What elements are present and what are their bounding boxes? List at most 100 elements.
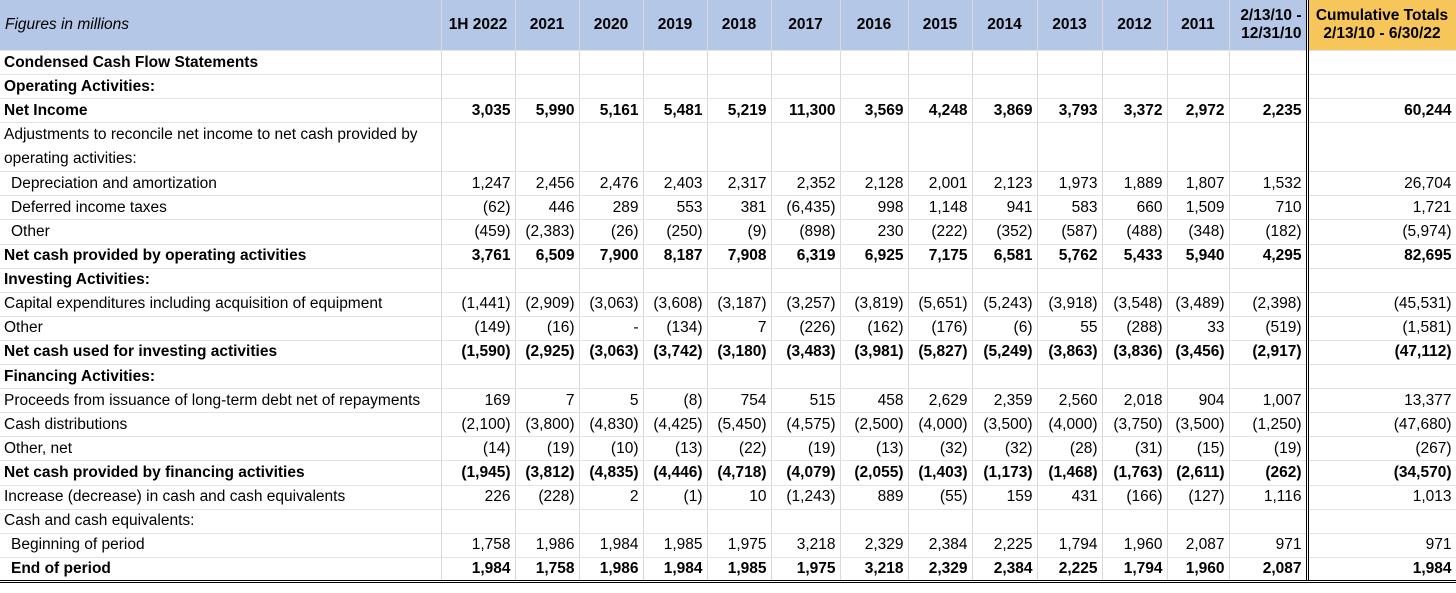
cumulative-line1: Cumulative Totals	[1315, 7, 1449, 24]
table-row: Other (149) (16) - (134) 7 (226) (162) (176) (6) 5…	[0, 316, 1456, 341]
row-label: Proceeds from issuance of long-term debt…	[0, 388, 442, 414]
value-cell: 2,476	[579, 171, 644, 197]
cumulative-cell: 971	[1305, 533, 1456, 558]
value-cell	[1167, 364, 1230, 390]
cumulative-cell	[1305, 509, 1456, 534]
value-cell	[515, 122, 580, 173]
value-cell: (1,468)	[1037, 460, 1103, 486]
value-cell: (127)	[1167, 485, 1230, 510]
value-cell	[908, 509, 973, 534]
value-cell	[771, 50, 841, 76]
value-cell	[643, 50, 708, 76]
value-cell: (3,180)	[707, 339, 772, 366]
cumulative-cell: 1,984	[1305, 556, 1456, 583]
value-cell: 381	[707, 195, 772, 221]
year-header: 2017	[771, 0, 841, 51]
value-cell: 2,560	[1037, 388, 1103, 414]
value-cell	[643, 509, 708, 534]
value-cell: (3,500)	[1167, 412, 1230, 438]
value-cell: (2,398)	[1229, 292, 1308, 317]
value-cell: 1,794	[1102, 556, 1168, 583]
value-cell: 2,235	[1229, 98, 1308, 124]
value-cell: (13)	[643, 436, 708, 462]
value-cell: (288)	[1102, 316, 1168, 341]
value-cell	[441, 268, 516, 293]
year-header: 2016	[840, 0, 909, 51]
value-cell	[908, 74, 973, 100]
value-cell: 5	[579, 388, 644, 414]
value-cell: (1,763)	[1102, 460, 1168, 486]
row-label: Capital expenditures including acquisiti…	[0, 292, 442, 317]
value-cell	[1167, 509, 1230, 534]
value-cell: (14)	[441, 436, 516, 462]
value-cell	[441, 122, 516, 173]
value-cell: 2,087	[1229, 556, 1308, 583]
value-cell: 2,629	[908, 388, 973, 414]
value-cell: 2,972	[1167, 98, 1230, 124]
first-period-line1: 2/13/10 -	[1240, 7, 1302, 24]
value-cell: 1,973	[1037, 171, 1103, 197]
value-cell: 1,985	[707, 556, 772, 583]
value-cell: (3,608)	[643, 292, 708, 317]
table-row: Net cash used for investing activities (1…	[0, 339, 1456, 366]
value-cell: 1,975	[707, 533, 772, 558]
value-cell	[972, 74, 1038, 100]
value-cell: 2	[579, 485, 644, 510]
value-cell	[1102, 268, 1168, 293]
cumulative-cell: 26,704	[1305, 171, 1456, 197]
cumulative-cell: (1,581)	[1305, 316, 1456, 341]
value-cell: 1,960	[1102, 533, 1168, 558]
value-cell: (587)	[1037, 219, 1103, 245]
table-row: Deferred income taxes (62) 446 289 553 381 (6,…	[0, 195, 1456, 221]
value-cell: (2,925)	[515, 339, 580, 366]
value-cell: 8,187	[643, 243, 708, 269]
cumulative-cell: 1,721	[1305, 195, 1456, 221]
cumulative-header: Cumulative Totals 2/13/10 - 6/30/22	[1305, 0, 1456, 51]
row-label: Cash and cash equivalents:	[0, 509, 442, 534]
value-cell: 1,960	[1167, 556, 1230, 583]
value-cell: (352)	[972, 219, 1038, 245]
year-header: 2019	[643, 0, 708, 51]
table-row: Increase (decrease) in cash and cash equ…	[0, 485, 1456, 510]
value-cell: (3,500)	[972, 412, 1038, 438]
value-cell: (4,835)	[579, 460, 644, 486]
value-cell	[579, 122, 644, 173]
cumulative-cell: 82,695	[1305, 243, 1456, 269]
value-cell	[441, 509, 516, 534]
value-cell: 55	[1037, 316, 1103, 341]
year-header: 2014	[972, 0, 1038, 51]
value-cell: (2,500)	[840, 412, 909, 438]
value-cell: (1,250)	[1229, 412, 1308, 438]
value-cell	[840, 509, 909, 534]
value-cell: (1,441)	[441, 292, 516, 317]
value-cell: 2,087	[1167, 533, 1230, 558]
value-cell	[441, 364, 516, 390]
value-cell: (3,063)	[579, 292, 644, 317]
value-cell: (2,909)	[515, 292, 580, 317]
row-label: Investing Activities:	[0, 268, 442, 293]
value-cell: (3,981)	[840, 339, 909, 366]
value-cell: (2,383)	[515, 219, 580, 245]
value-cell: (19)	[1229, 436, 1308, 462]
value-cell: (5,827)	[908, 339, 973, 366]
value-cell: (222)	[908, 219, 973, 245]
value-cell: 6,581	[972, 243, 1038, 269]
figures-label: Figures in millions	[0, 0, 442, 51]
value-cell: (1,945)	[441, 460, 516, 486]
value-cell: (4,425)	[643, 412, 708, 438]
value-cell: (5,249)	[972, 339, 1038, 366]
value-cell	[840, 364, 909, 390]
row-label: Net cash provided by operating activitie…	[0, 243, 442, 269]
value-cell	[441, 50, 516, 76]
value-cell: (3,819)	[840, 292, 909, 317]
value-cell: 1,975	[771, 556, 841, 583]
year-header: 2013	[1037, 0, 1103, 51]
table-row: Adjustments to reconcile net income to n…	[0, 122, 1456, 173]
value-cell: 6,925	[840, 243, 909, 269]
value-cell	[972, 364, 1038, 390]
value-cell: (176)	[908, 316, 973, 341]
value-cell: 159	[972, 485, 1038, 510]
value-cell: 754	[707, 388, 772, 414]
value-cell: 3,761	[441, 243, 516, 269]
value-cell	[515, 268, 580, 293]
